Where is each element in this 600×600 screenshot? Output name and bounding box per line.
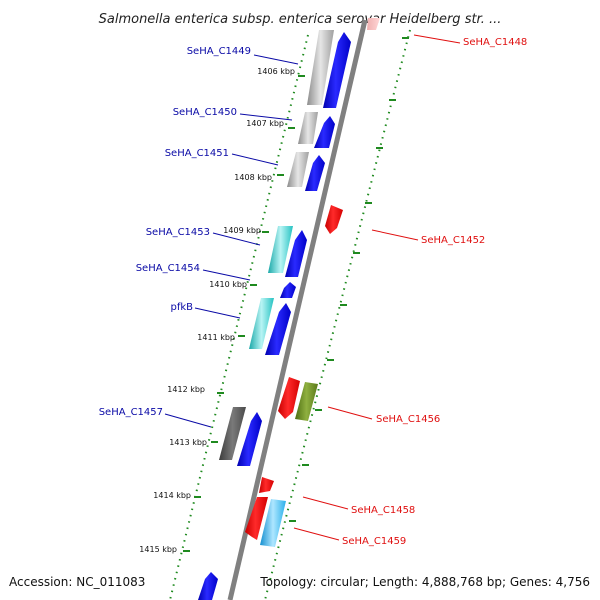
gene-arrows: [198, 18, 380, 600]
kbp-label: 1413 kbp: [169, 438, 207, 447]
gene-arrow-pfkB[interactable]: [249, 298, 274, 349]
gene-arrow-grey[interactable]: [287, 152, 309, 187]
gene-label-pfkB[interactable]: pfkB: [170, 302, 193, 313]
kbp-label: 1406 kbp: [257, 67, 295, 76]
gene-arrow-grey[interactable]: [298, 112, 318, 144]
major-tick-marks: [183, 37, 409, 552]
kbp-label: 1415 kbp: [139, 545, 177, 554]
gene-arrow-SeHA_C1457[interactable]: [219, 407, 246, 460]
gene-arrow-red[interactable]: [245, 497, 268, 540]
reverse-labels: SeHA_C1448 SeHA_C1452 SeHA_C1456 SeHA_C1…: [293, 34, 527, 547]
gene-label-SeHA_C1452[interactable]: SeHA_C1452: [421, 235, 485, 246]
gene-arrow-SeHA_C1449[interactable]: [323, 32, 351, 108]
leader-line: [293, 527, 340, 541]
gene-label-SeHA_C1454[interactable]: SeHA_C1454: [136, 263, 200, 274]
gene-label-SeHA_C1458[interactable]: SeHA_C1458: [351, 505, 415, 516]
gene-arrow-SeHA_C1450[interactable]: [314, 116, 335, 148]
gene-label-SeHA_C1453[interactable]: SeHA_C1453: [146, 227, 210, 238]
gene-label-SeHA_C1449[interactable]: SeHA_C1449: [187, 46, 251, 57]
gene-label-SeHA_C1450[interactable]: SeHA_C1450: [173, 107, 237, 118]
leader-line: [413, 34, 461, 44]
gene-label-SeHA_C1451[interactable]: SeHA_C1451: [165, 148, 229, 159]
map-title: Salmonella enterica subsp. enterica sero…: [99, 12, 502, 27]
leader-line: [164, 413, 212, 428]
leader-line: [231, 153, 279, 166]
gene-arrow-SeHA_C1454[interactable]: [280, 282, 296, 298]
forward-labels: SeHA_C1449 SeHA_C1450 SeHA_C1451 SeHA_C1…: [99, 46, 299, 428]
accession-label: Accession: NC_011083: [9, 575, 145, 589]
gene-label-SeHA_C1457[interactable]: SeHA_C1457: [99, 407, 163, 418]
leader-line: [371, 229, 419, 241]
kbp-label: 1408 kbp: [234, 173, 272, 182]
leader-line: [202, 269, 251, 281]
gene-label-SeHA_C1456[interactable]: SeHA_C1456: [376, 414, 440, 425]
genome-backbone: [227, 19, 368, 600]
gene-arrow-blue[interactable]: [265, 303, 291, 355]
kbp-label: 1409 kbp: [223, 226, 261, 235]
kbp-label: 1411 kbp: [197, 333, 235, 342]
gene-arrow-SeHA_C1458[interactable]: [259, 477, 274, 493]
gene-label-SeHA_C1448[interactable]: SeHA_C1448: [463, 37, 527, 48]
kbp-label: 1407 kbp: [246, 119, 284, 128]
gene-arrow-blue[interactable]: [198, 572, 218, 600]
gene-label-SeHA_C1459[interactable]: SeHA_C1459: [342, 536, 406, 547]
topology-label: Topology: circular; Length: 4,888,768 bp…: [259, 575, 590, 589]
leader-line: [327, 406, 373, 420]
gene-arrow-SeHA_C1459[interactable]: [260, 499, 286, 547]
leader-line: [194, 307, 241, 319]
kbp-label: 1412 kbp: [167, 385, 205, 394]
kbp-label: 1414 kbp: [153, 491, 191, 500]
leader-line: [212, 232, 261, 246]
reverse-dotted-rail: [264, 29, 411, 600]
scale-labels: 1406 kbp 1407 kbp 1408 kbp 1409 kbp 1410…: [139, 67, 295, 554]
gene-arrow-blue[interactable]: [237, 412, 262, 466]
gene-arrow-grey[interactable]: [307, 30, 334, 105]
gene-arrow-SeHA_C1448[interactable]: [367, 18, 380, 30]
gene-arrow-SeHA_C1451[interactable]: [305, 155, 325, 191]
leader-line: [302, 496, 349, 510]
leader-line: [253, 54, 299, 65]
kbp-label: 1410 kbp: [209, 280, 247, 289]
gene-arrow-cyan[interactable]: [268, 226, 293, 273]
gene-arrow-SeHA_C1456[interactable]: [295, 382, 318, 421]
gene-arrow-red[interactable]: [278, 377, 300, 419]
leader-line: [239, 113, 293, 121]
gene-arrow-SeHA_C1453[interactable]: [285, 230, 307, 277]
gene-arrow-SeHA_C1452[interactable]: [325, 205, 343, 234]
